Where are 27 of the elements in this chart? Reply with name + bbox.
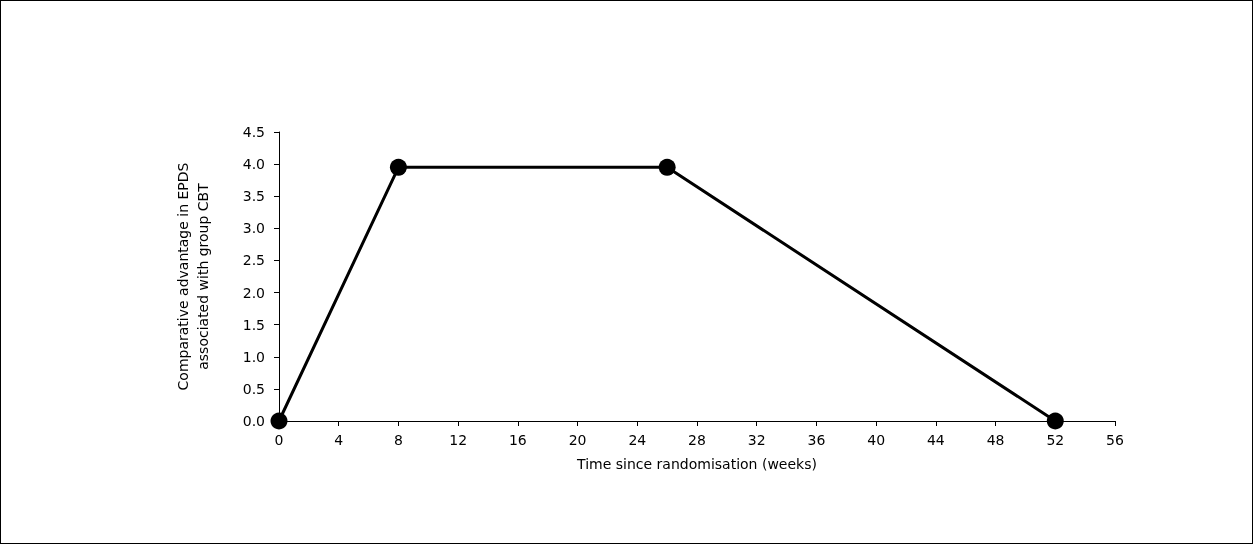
- x-tick-label: 48: [986, 432, 1005, 448]
- x-tick-label: 24: [628, 432, 647, 448]
- x-tick-label: 0: [274, 432, 284, 448]
- x-tick-label: 32: [747, 432, 766, 448]
- x-tick-label: 28: [688, 432, 706, 448]
- x-axis-title: Time since randomisation (weeks): [576, 456, 817, 472]
- y-tick-label: 4.5: [242, 124, 265, 140]
- y-tick-label: 0.0: [242, 413, 265, 429]
- y-tick-label: 3.0: [242, 220, 265, 237]
- y-tick-label: 2.0: [242, 284, 265, 301]
- y-tick-label: 3.5: [242, 188, 265, 205]
- x-tick-label: 20: [568, 432, 587, 448]
- x-tick-label: 36: [807, 432, 826, 448]
- y-tick-label: 1.0: [242, 348, 265, 365]
- x-tick-label: 12: [449, 432, 468, 448]
- y-tick-label: 2.5: [242, 252, 265, 269]
- y-tick-label: 0.5: [242, 380, 265, 397]
- x-tick-label: 44: [926, 432, 945, 448]
- x-tick-label: 4: [334, 432, 344, 448]
- x-tick-label: 8: [393, 432, 403, 448]
- y-tick-label: 4.0: [242, 156, 265, 173]
- y-tick-label: 1.5: [242, 316, 265, 333]
- x-tick-label: 52: [1046, 432, 1065, 448]
- x-tick-label: 16: [508, 432, 527, 448]
- x-tick-label: 40: [867, 432, 886, 448]
- y-axis-title: Comparative advantage in EPDS associated with group CBT: [175, 162, 211, 391]
- x-tick-label: 56: [1106, 432, 1124, 448]
